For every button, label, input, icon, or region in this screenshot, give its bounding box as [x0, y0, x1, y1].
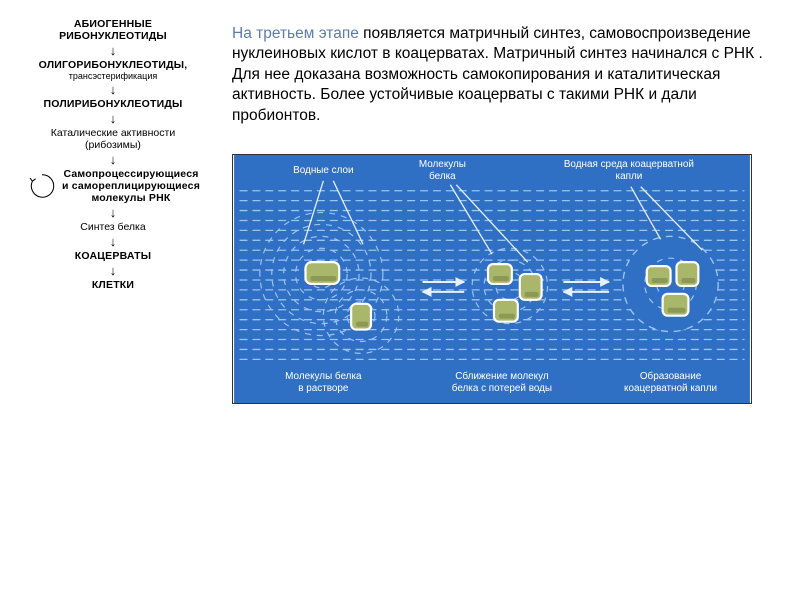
flowchart: АБИОГЕННЫЕРИБОНУКЛЕОТИДЫ ↓ ОЛИГОРИБОНУКЛ…: [0, 0, 220, 600]
flow-item-4-loop: Самопроцессирующиесяи самореплицирующиес…: [26, 168, 200, 204]
flow-arrow: ↓: [110, 235, 117, 248]
svg-text:Водные слои: Водные слои: [293, 165, 353, 176]
flow-arrow: ↓: [110, 264, 117, 277]
flow-item-3: Каталические активности(рибозимы): [51, 127, 175, 151]
flow-arrow: ↓: [110, 153, 117, 166]
flow-arrow: ↓: [110, 206, 117, 219]
accent-lead: На третьем этапе: [232, 25, 359, 42]
flow-item-0: АБИОГЕННЫЕРИБОНУКЛЕОТИДЫ: [59, 18, 167, 42]
flow-item-2: ПОЛИРИБОНУКЛЕОТИДЫ: [43, 98, 182, 110]
flow-arrow: ↓: [110, 44, 117, 57]
main-paragraph: На третьем этапе появляется матричный си…: [232, 24, 780, 126]
flow-item-1: ОЛИГОРИБОНУКЛЕОТИДЫ, трансэстерификация: [39, 59, 188, 81]
loop-icon: [26, 170, 58, 202]
svg-text:Сближение молекулбелка с потер: Сближение молекулбелка с потерей воды: [452, 371, 552, 394]
coacervate-figure: Водные слоиМолекулыбелкаВодная среда коа…: [232, 154, 752, 404]
flow-arrow: ↓: [110, 83, 117, 96]
flow-item-7: КЛЕТКИ: [92, 279, 134, 291]
flow-arrow: ↓: [110, 112, 117, 125]
flow-item-6: КОАЦЕРВАТЫ: [75, 250, 151, 262]
flow-item-5: Синтез белка: [80, 221, 145, 233]
